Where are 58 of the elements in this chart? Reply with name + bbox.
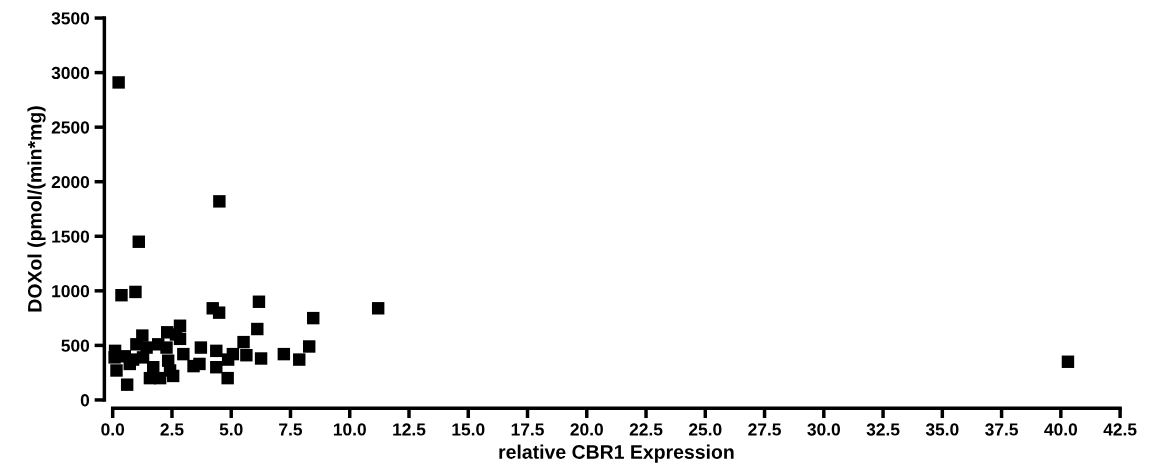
point: [115, 288, 128, 302]
point: [254, 352, 268, 365]
point: [108, 344, 122, 358]
y-tick-label: 3000: [51, 66, 90, 80]
point: [213, 195, 226, 208]
point: [240, 349, 253, 362]
x-tick-label: 0.0: [101, 423, 125, 436]
point: [210, 361, 223, 374]
x-tick-label: 42.5: [1103, 423, 1137, 436]
point: [371, 302, 385, 315]
y-axis-title: DOXol (pmol/(min*mg): [27, 106, 46, 312]
point: [169, 328, 183, 341]
x-tick-label: 2.5: [160, 423, 184, 436]
point: [132, 235, 145, 248]
x-tick-label: 17.5: [511, 423, 544, 436]
point: [187, 359, 200, 373]
point: [1061, 355, 1075, 368]
y-tick-label: 500: [61, 339, 90, 352]
point: [112, 76, 125, 89]
point: [120, 378, 134, 391]
x-tick-label: 20.0: [570, 423, 603, 436]
y-tick-label: 2000: [51, 175, 90, 189]
y-tick-label: 2500: [51, 121, 90, 134]
y-tick-label: 1000: [52, 285, 90, 298]
point: [251, 322, 264, 336]
point: [277, 347, 291, 361]
x-tick-label: 22.5: [629, 423, 663, 436]
point: [221, 371, 234, 385]
point: [307, 311, 320, 325]
x-tick-label: 10.0: [333, 423, 366, 436]
point: [293, 353, 306, 366]
x-tick-label: 40.0: [1044, 423, 1078, 436]
point: [237, 335, 250, 349]
x-axis-title: relative CBR1 Expression: [499, 444, 734, 463]
x-tick-label: 27.5: [748, 423, 781, 436]
y-tick-label: 3500: [51, 12, 90, 25]
point: [194, 341, 208, 354]
x-tick-label: 30.0: [807, 423, 840, 436]
x-tick-label: 5.0: [219, 423, 243, 436]
x-tick-label: 35.0: [925, 423, 959, 436]
point: [252, 295, 266, 308]
point: [152, 338, 165, 351]
point: [221, 353, 235, 366]
point: [129, 285, 142, 299]
x-tick-label: 25.0: [689, 423, 722, 436]
x-tick-label: 32.5: [866, 423, 900, 436]
x-tick-label: 15.0: [452, 423, 485, 436]
point: [210, 344, 223, 358]
point: [163, 364, 177, 377]
point: [212, 306, 226, 319]
y-tick-label: 1500: [52, 230, 90, 243]
x-tick-label: 12.5: [393, 423, 426, 436]
point: [177, 347, 190, 361]
point: [302, 340, 316, 353]
point: [110, 364, 123, 377]
x-tick-label: 37.5: [985, 423, 1018, 436]
x-tick-label: 7.5: [279, 423, 303, 436]
y-tick-label: 0: [80, 394, 90, 407]
